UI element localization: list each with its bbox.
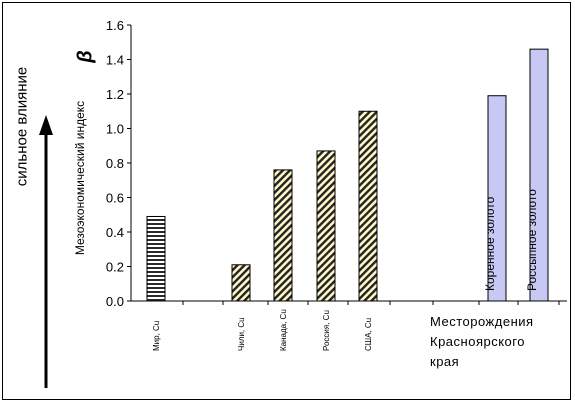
bar-chart: 0.0 0.2 0.4 0.6 0.8 1.0 1.2 1.4 1.6 Коренное зол… (39, 18, 567, 388)
y-tick-label: 0.6 (106, 191, 124, 206)
y-axis-label: Мезоэкономический индекс (73, 100, 87, 256)
bar (316, 150, 336, 302)
labels: Коренное золото Россыпное золото Мир, Cu Чи… (152, 189, 539, 351)
x-category-label: Канада, Cu (279, 309, 288, 351)
x-category-label: Россия, Cu (322, 310, 331, 351)
beta-symbol: β (74, 50, 97, 63)
bar-inner-label: Коренное золото (483, 196, 497, 291)
region-label-line-3: края (430, 354, 460, 369)
strong-influence-arrowhead (39, 115, 53, 135)
y-tick-label: 1.4 (106, 53, 124, 68)
region-label-line-1: Месторождения (430, 314, 534, 329)
y-tick-label: 0.4 (106, 225, 124, 240)
bar (231, 264, 251, 302)
strong-influence-label: сильное влияние (13, 66, 31, 187)
bar (487, 95, 507, 302)
region-label-line-2: Красноярского (430, 334, 525, 349)
axes: 0.0 0.2 0.4 0.6 0.8 1.0 1.2 1.4 1.6 (106, 18, 567, 309)
x-category-label: США, Cu (364, 318, 373, 351)
y-tick-label: 1.0 (106, 122, 124, 137)
bar (273, 169, 293, 302)
y-tick-label: 0.8 (106, 156, 124, 171)
chart-frame: 0.0 0.2 0.4 0.6 0.8 1.0 1.2 1.4 1.6 Коренное зол… (2, 2, 571, 400)
y-tick-label: 0.2 (106, 260, 124, 275)
y-tick-label: 1.2 (106, 87, 124, 102)
x-category-label: Мир, Cu (152, 321, 161, 351)
bars (146, 48, 549, 302)
bar (358, 110, 378, 302)
bar-inner-label: Россыпное золото (525, 189, 539, 291)
bar (146, 215, 166, 302)
y-tick-label: 1.6 (106, 18, 124, 33)
x-category-label: Чили, Cu (237, 317, 246, 351)
bar (529, 48, 549, 302)
y-tick-label: 0.0 (106, 294, 124, 309)
